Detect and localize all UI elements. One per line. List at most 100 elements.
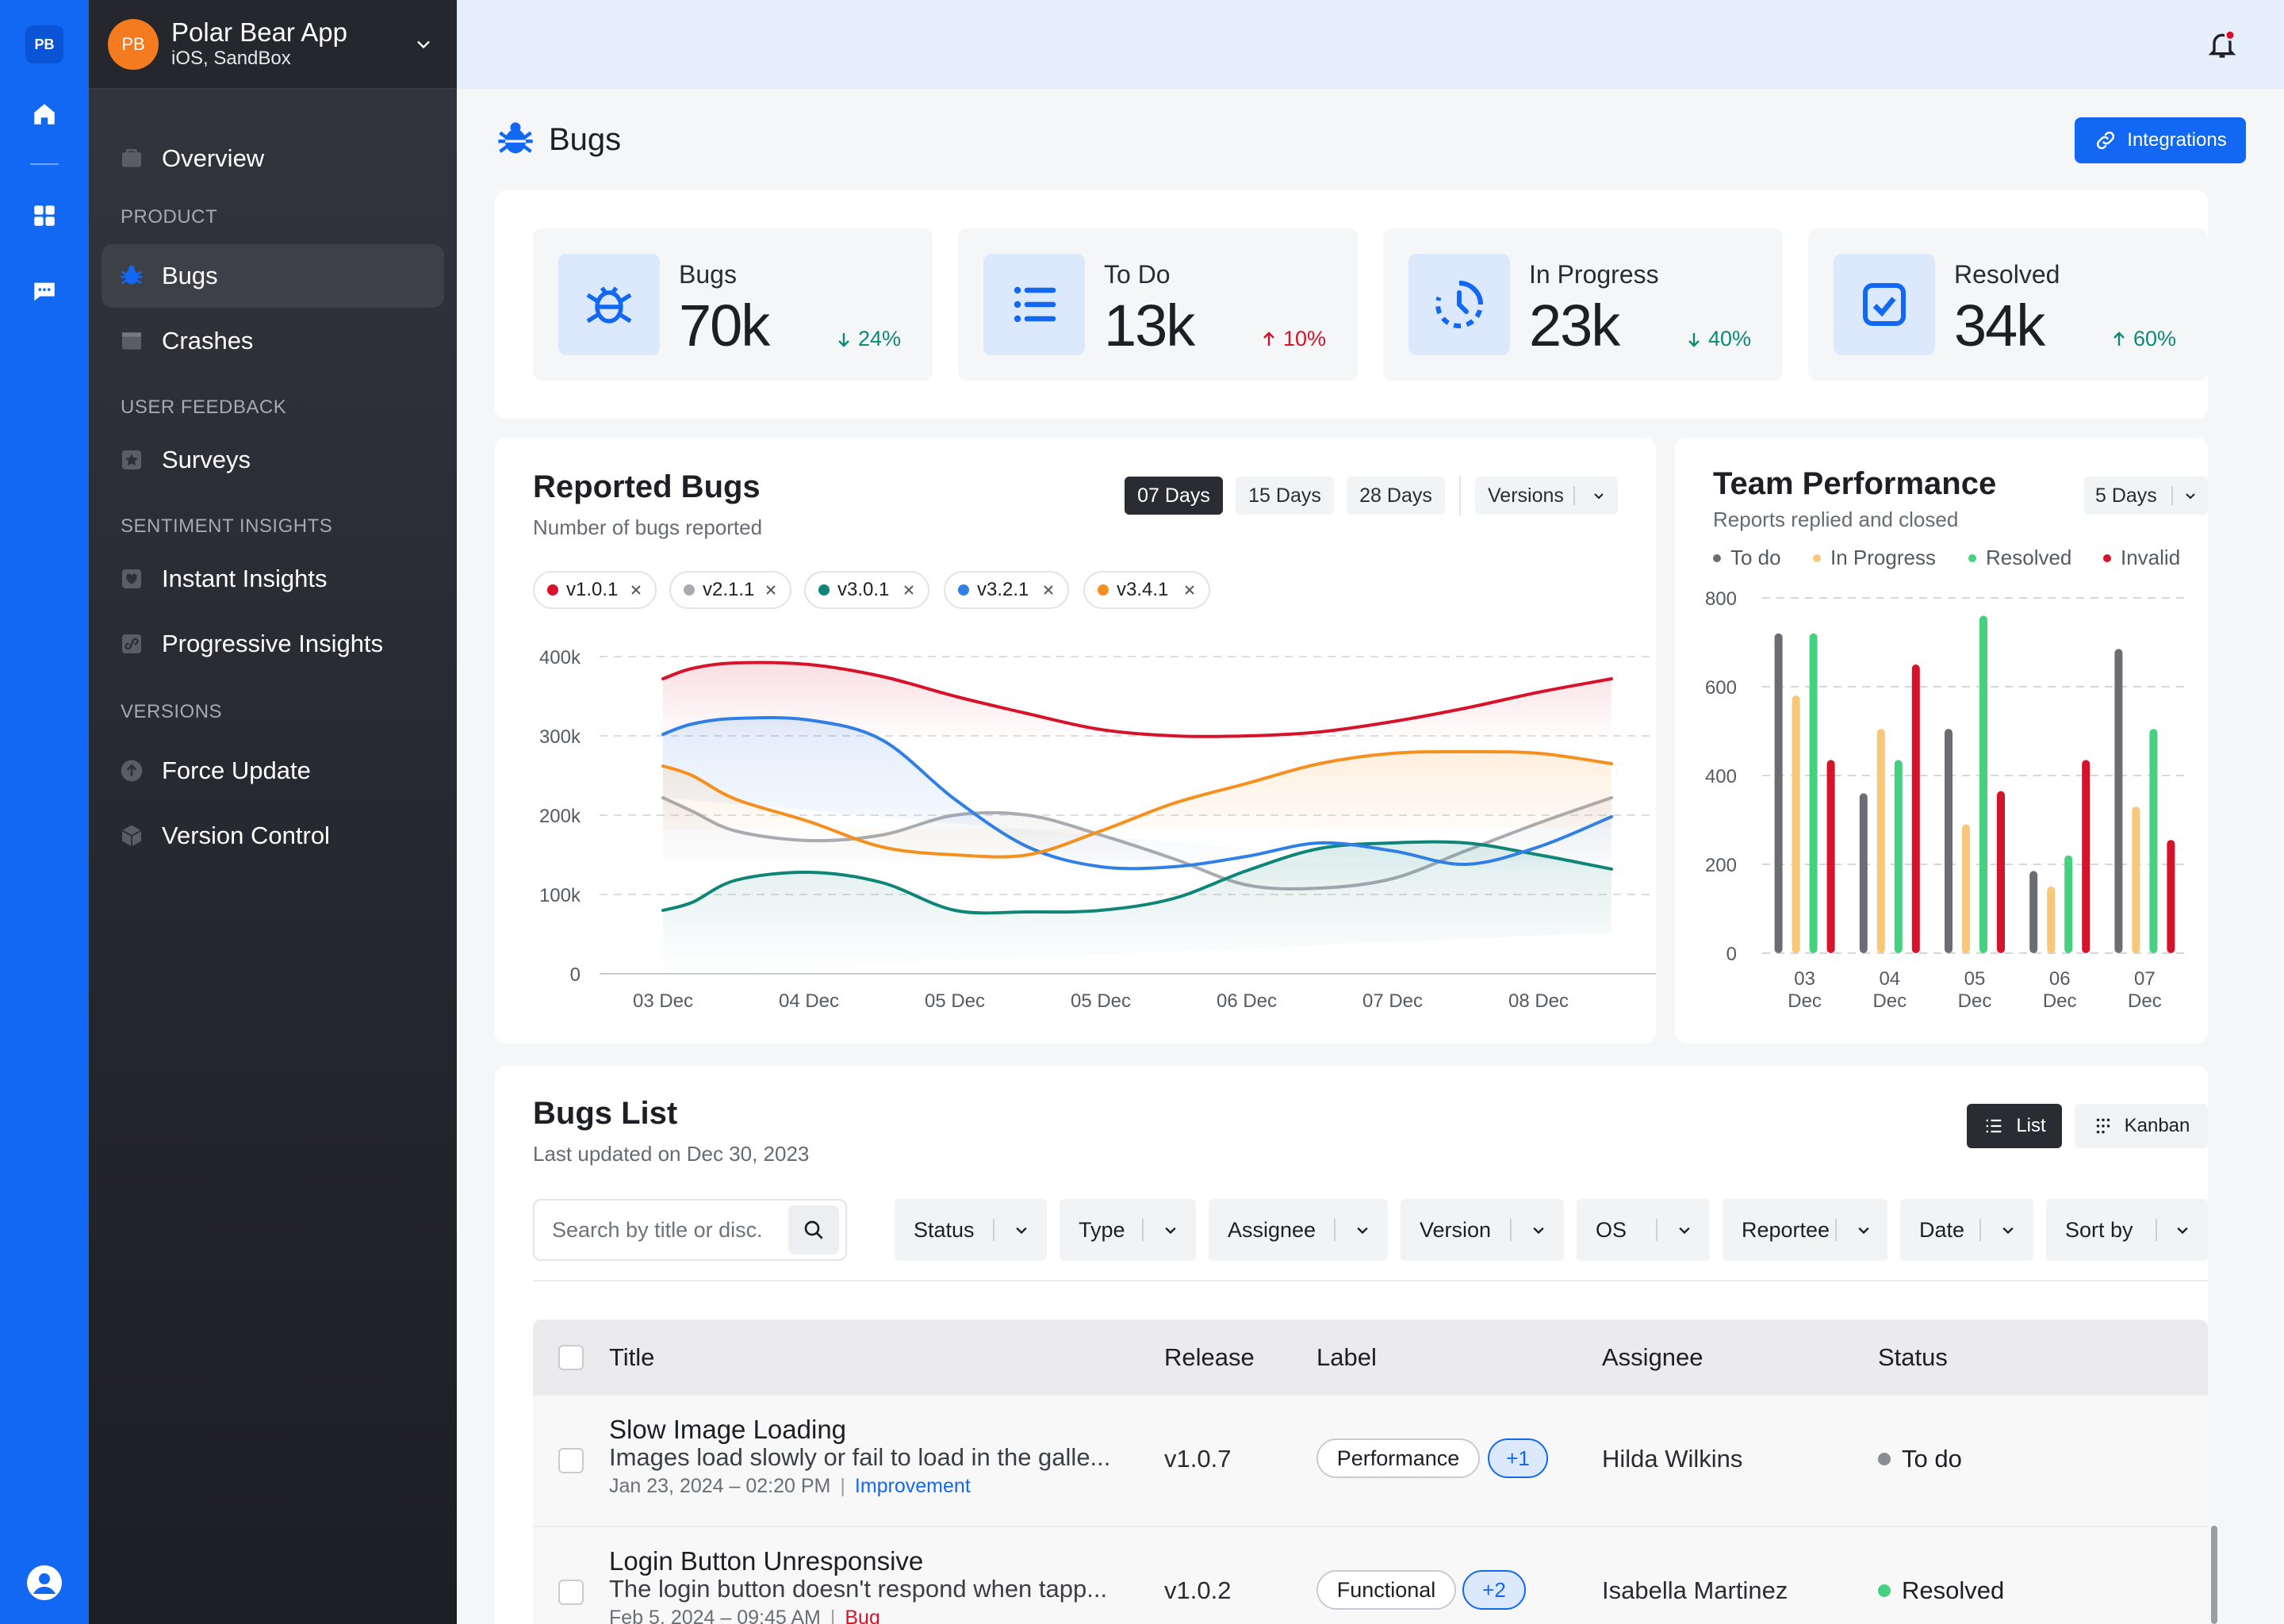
column-header-title[interactable]: Title xyxy=(609,1343,655,1371)
sidebar-item-instant-insights[interactable]: Instant Insights xyxy=(102,547,444,611)
column-header-assignee[interactable]: Assignee xyxy=(1602,1343,1703,1371)
column-header-release[interactable]: Release xyxy=(1164,1343,1255,1371)
filter-status[interactable]: Status xyxy=(895,1199,1047,1261)
filter-label: Type xyxy=(1079,1217,1125,1242)
stat-in-progress: In Progress 23k 40% xyxy=(1383,228,1783,381)
sidebar-item-label: Overview xyxy=(162,144,265,172)
more-labels-pill[interactable]: +2 xyxy=(1462,1570,1526,1610)
x-tick-label: Dec xyxy=(2128,990,2162,1012)
sidebar-item-crashes[interactable]: Crashes xyxy=(102,309,444,373)
close-icon[interactable] xyxy=(901,582,917,598)
series-line-v3.0.1 xyxy=(661,840,1613,915)
sidebar-item-surveys[interactable]: Surveys xyxy=(102,428,444,492)
chip-label: v3.2.1 xyxy=(977,579,1029,600)
filter-label: OS xyxy=(1596,1217,1627,1242)
label-pill[interactable]: Functional xyxy=(1316,1570,1456,1610)
select-all-checkbox[interactable] xyxy=(558,1345,584,1370)
y-tick-label: 0 xyxy=(570,964,581,986)
filter-version[interactable]: Version xyxy=(1401,1199,1564,1261)
version-chip-v1-0-1[interactable]: v1.0.1 xyxy=(533,571,657,609)
meta-separator: | xyxy=(840,1475,845,1497)
stat-value: 23k xyxy=(1529,293,1620,358)
range-28-days[interactable]: 28 Days xyxy=(1347,477,1445,515)
close-icon[interactable] xyxy=(1040,582,1056,598)
row-checkbox[interactable] xyxy=(558,1448,584,1473)
chart-title: Team Performance xyxy=(1713,466,1997,501)
list-icon xyxy=(983,254,1085,355)
home-icon[interactable] xyxy=(29,98,60,130)
notification-bell-icon[interactable] xyxy=(2206,29,2238,60)
range-7-days[interactable]: 07 Days xyxy=(1125,477,1223,515)
sidebar-item-version-control[interactable]: Version Control xyxy=(102,804,444,868)
filter-label: Sort by xyxy=(2065,1217,2133,1242)
close-icon[interactable] xyxy=(763,582,779,598)
view-kanban-toggle[interactable]: Kanban xyxy=(2075,1104,2208,1148)
sidebar-item-bugs[interactable]: Bugs xyxy=(102,244,444,308)
version-chip-v3-4-1[interactable]: v3.4.1 xyxy=(1083,571,1210,609)
status-dot xyxy=(1878,1453,1891,1465)
y-tick-label: 400k xyxy=(539,647,581,668)
bar-Resolved-03 Dec xyxy=(1809,633,1818,953)
close-icon[interactable] xyxy=(1182,582,1198,598)
y-tick-label: 200k xyxy=(539,806,581,827)
y-tick-label: 200 xyxy=(1705,855,1737,876)
app-name: Polar Bear App xyxy=(171,17,347,47)
upload-icon xyxy=(117,756,146,785)
app-switcher[interactable]: PB Polar Bear App iOS, SandBox xyxy=(89,0,457,89)
bug-status[interactable]: Resolved xyxy=(1878,1576,2004,1605)
close-icon[interactable] xyxy=(628,582,644,598)
table-row[interactable]: Login Button Unresponsive The login butt… xyxy=(533,1527,2208,1624)
user-profile-icon[interactable] xyxy=(25,1564,63,1602)
bug-assignee: Hilda Wilkins xyxy=(1602,1445,1743,1473)
integrations-button[interactable]: Integrations xyxy=(2075,117,2246,163)
workspace-logo[interactable]: PB xyxy=(25,25,63,63)
bar-Resolved-07 Dec xyxy=(2149,729,2158,953)
label-pill[interactable]: Performance xyxy=(1316,1438,1480,1478)
sidebar-item-force-update[interactable]: Force Update xyxy=(102,739,444,802)
apps-grid-icon[interactable] xyxy=(29,200,60,232)
app-avatar: PB xyxy=(108,19,159,70)
bug-title[interactable]: Login Button Unresponsive xyxy=(609,1546,924,1576)
sidebar-item-label: Version Control xyxy=(162,822,330,849)
chat-icon[interactable] xyxy=(29,276,60,308)
search-button[interactable] xyxy=(788,1205,839,1254)
filter-divider xyxy=(1142,1219,1144,1241)
bug-title[interactable]: Slow Image Loading xyxy=(609,1415,847,1444)
stat-delta-value: 10% xyxy=(1282,327,1326,350)
versions-dropdown[interactable]: Versions xyxy=(1475,477,1618,515)
column-header-label[interactable]: Label xyxy=(1316,1343,1377,1371)
range-15-days[interactable]: 15 Days xyxy=(1236,477,1334,515)
chart-title: Reported Bugs xyxy=(533,469,761,504)
table-row[interactable]: Slow Image Loading Images load slowly or… xyxy=(533,1396,2208,1527)
bug-status[interactable]: To do xyxy=(1878,1445,1962,1473)
filter-sort-by[interactable]: Sort by xyxy=(2046,1199,2208,1261)
legend-todo: To do xyxy=(1713,546,1781,570)
filter-os[interactable]: OS xyxy=(1577,1199,1710,1261)
sidebar-item-progressive-insights[interactable]: Progressive Insights xyxy=(102,612,444,676)
row-checkbox[interactable] xyxy=(558,1580,584,1605)
filter-date[interactable]: Date xyxy=(1900,1199,2033,1261)
table-scrollbar[interactable] xyxy=(2211,1526,2217,1624)
nav-section-versions: VERSIONS xyxy=(121,701,223,722)
search-input[interactable]: Search by title or disc. xyxy=(533,1199,847,1261)
column-header-status[interactable]: Status xyxy=(1878,1343,1948,1371)
status-label: Resolved xyxy=(1902,1576,2005,1604)
filter-label: Assignee xyxy=(1228,1217,1316,1242)
legend-dot xyxy=(684,584,695,596)
filter-type[interactable]: Type xyxy=(1060,1199,1196,1261)
version-chip-v3-2-1[interactable]: v3.2.1 xyxy=(944,571,1069,609)
more-labels-pill[interactable]: +1 xyxy=(1488,1438,1548,1478)
filter-divider xyxy=(993,1219,994,1241)
version-chip-v3-0-1[interactable]: v3.0.1 xyxy=(804,571,929,609)
sidebar-item-overview[interactable]: Overview xyxy=(102,127,444,190)
filter-reportee[interactable]: Reportee xyxy=(1723,1199,1887,1261)
legend-dot xyxy=(818,584,830,596)
filter-assignee[interactable]: Assignee xyxy=(1209,1199,1388,1261)
version-chip-v2-1-1[interactable]: v2.1.1 xyxy=(669,571,791,609)
view-list-toggle[interactable]: List xyxy=(1967,1104,2062,1148)
bug-description: The login button doesn't respond when ta… xyxy=(609,1575,1108,1603)
stat-label: In Progress xyxy=(1529,260,1659,289)
bug-release: v1.0.2 xyxy=(1164,1576,1232,1604)
team-range-dropdown[interactable]: 5 Days xyxy=(2084,477,2208,515)
stat-value: 70k xyxy=(679,293,770,358)
